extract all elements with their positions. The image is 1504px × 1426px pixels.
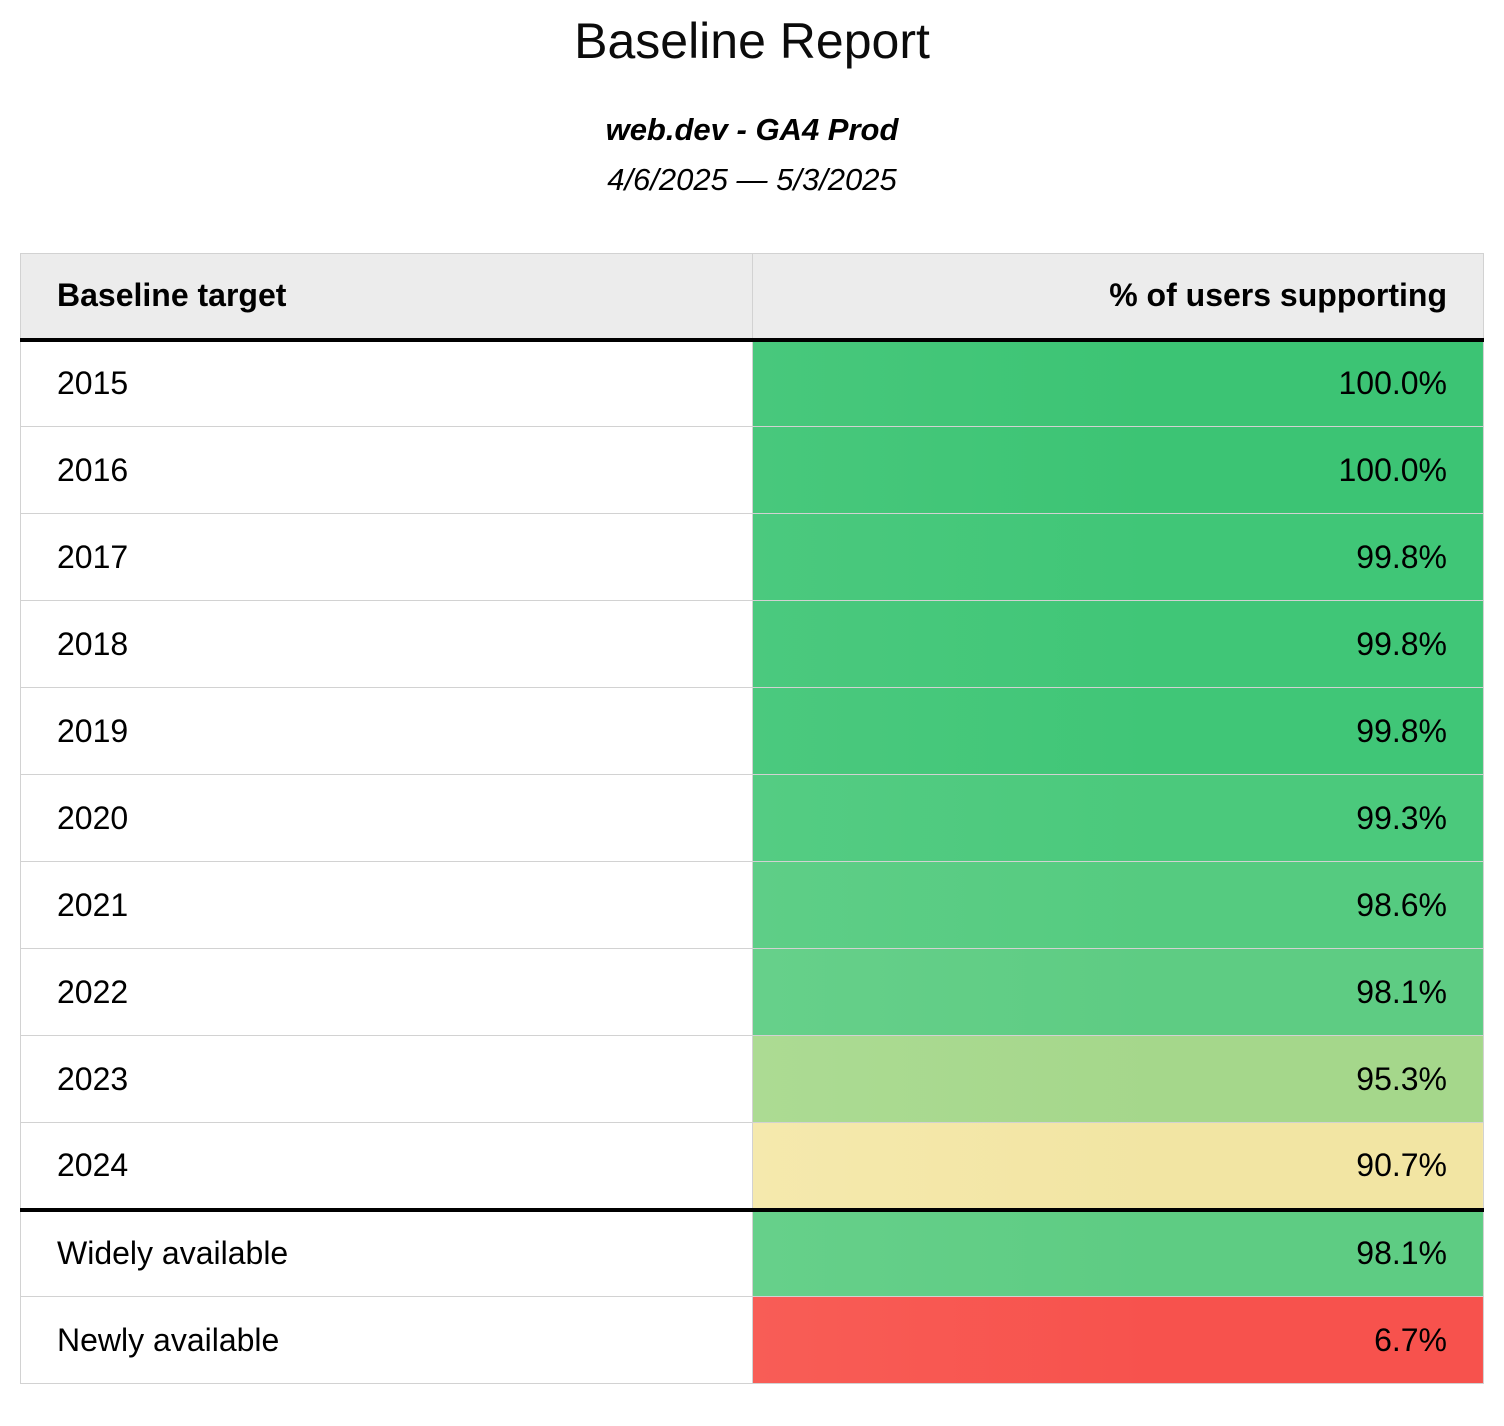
row-label: 2024 <box>20 1122 753 1210</box>
table-row: 2021 98.6% <box>20 861 1484 949</box>
baseline-table: Baseline target % of users supporting 20… <box>20 253 1484 1384</box>
report-date-range: 4/6/2025 — 5/3/2025 <box>607 162 897 197</box>
report-property-name: web.dev - GA4 Prod <box>605 112 899 147</box>
row-value: 90.7% <box>751 1122 1484 1210</box>
row-value: 99.8% <box>751 600 1484 688</box>
row-value: 100.0% <box>751 426 1484 514</box>
table-row: 2017 99.8% <box>20 513 1484 601</box>
row-value: 98.1% <box>751 948 1484 1036</box>
row-label: Widely available <box>20 1207 753 1297</box>
row-label: 2023 <box>20 1035 753 1123</box>
row-value: 95.3% <box>751 1035 1484 1123</box>
header-row: Baseline target % of users supporting <box>20 253 1484 342</box>
row-value: 99.8% <box>751 687 1484 775</box>
row-label: 2019 <box>20 687 753 775</box>
row-label: 2015 <box>20 339 753 427</box>
table-row: Newly available 6.7% <box>20 1296 1484 1384</box>
row-label: 2022 <box>20 948 753 1036</box>
table-row: 2024 90.7% <box>20 1122 1484 1210</box>
row-value: 6.7% <box>751 1296 1484 1384</box>
table-row: 2023 95.3% <box>20 1035 1484 1123</box>
row-value: 98.6% <box>751 861 1484 949</box>
table-row: 2016 100.0% <box>20 426 1484 514</box>
table-body: 2015 100.0% 2016 100.0% 2017 99.8% 2018 … <box>20 339 1484 1384</box>
row-value: 99.3% <box>751 774 1484 862</box>
row-value: 98.1% <box>751 1207 1484 1297</box>
row-value: 100.0% <box>751 339 1484 427</box>
row-label: Newly available <box>20 1296 753 1384</box>
row-label: 2017 <box>20 513 753 601</box>
column-header-percent-users-supporting: % of users supporting <box>751 253 1484 342</box>
page-title: Baseline Report <box>574 13 930 69</box>
table-row: 2019 99.8% <box>20 687 1484 775</box>
row-label: 2018 <box>20 600 753 688</box>
row-value: 99.8% <box>751 513 1484 601</box>
table-header: Baseline target % of users supporting <box>20 253 1484 342</box>
row-label: 2021 <box>20 861 753 949</box>
row-label: 2020 <box>20 774 753 862</box>
table-row: 2018 99.8% <box>20 600 1484 688</box>
table-row: 2015 100.0% <box>20 339 1484 427</box>
table-row: 2020 99.3% <box>20 774 1484 862</box>
row-label: 2016 <box>20 426 753 514</box>
table-row: 2022 98.1% <box>20 948 1484 1036</box>
table-row: Widely available 98.1% <box>20 1207 1484 1297</box>
column-header-baseline-target: Baseline target <box>20 253 753 342</box>
